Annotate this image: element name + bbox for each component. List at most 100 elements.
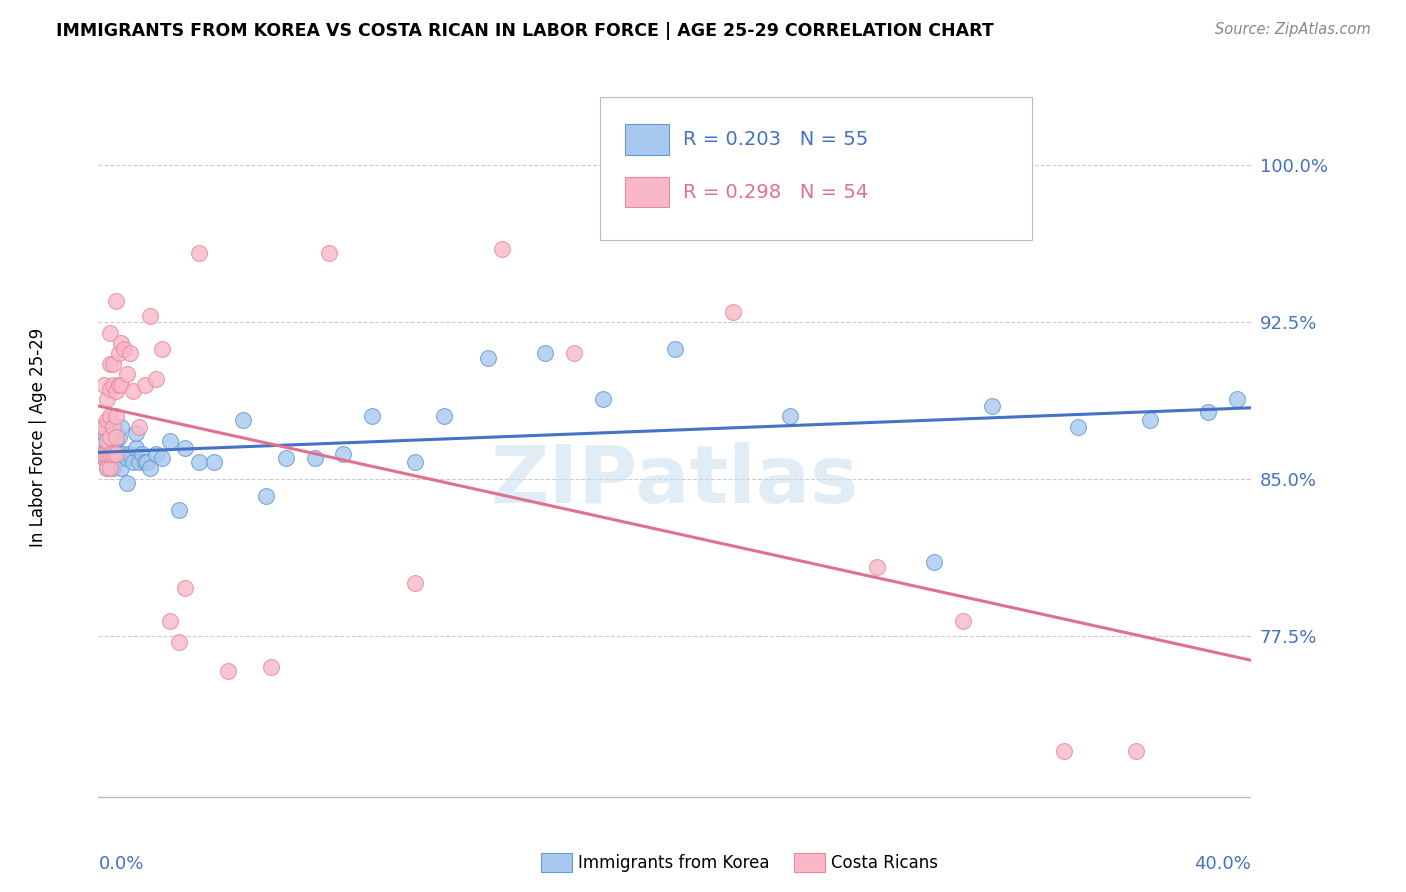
Point	[110, 447, 132, 461]
Point	[981, 399, 1004, 413]
Point	[122, 455, 145, 469]
Bar	[626, 124, 669, 154]
Point	[112, 343, 135, 357]
Point	[98, 447, 121, 461]
Point	[96, 461, 118, 475]
Point	[332, 447, 354, 461]
Text: 0.0%: 0.0%	[98, 855, 143, 873]
Point	[128, 455, 150, 469]
Text: Immigrants from Korea: Immigrants from Korea	[578, 854, 769, 871]
Point	[96, 461, 118, 475]
Point	[93, 419, 115, 434]
Point	[104, 434, 127, 449]
Point	[117, 476, 139, 491]
Point	[104, 294, 127, 309]
Point	[592, 392, 614, 407]
Point	[101, 461, 124, 475]
Point	[112, 447, 135, 461]
Point	[104, 409, 127, 424]
Point	[117, 450, 139, 465]
Point	[110, 461, 132, 475]
Point	[98, 357, 121, 371]
Point	[231, 413, 254, 427]
Point	[125, 441, 148, 455]
Point	[93, 450, 115, 465]
Point	[952, 614, 974, 628]
Point	[117, 368, 139, 382]
Text: 40.0%: 40.0%	[1195, 855, 1251, 873]
Point	[98, 409, 121, 424]
Point	[90, 447, 112, 461]
Point	[107, 377, 129, 392]
Point	[304, 450, 326, 465]
Text: Source: ZipAtlas.com: Source: ZipAtlas.com	[1215, 22, 1371, 37]
Point	[93, 425, 115, 440]
Point	[104, 455, 127, 469]
Point	[96, 434, 118, 449]
Point	[96, 441, 118, 455]
Point	[136, 455, 159, 469]
Point	[274, 450, 297, 465]
Point	[120, 346, 142, 360]
Point	[361, 409, 384, 424]
Point	[96, 419, 118, 434]
Point	[174, 441, 197, 455]
Point	[104, 447, 127, 461]
Point	[491, 242, 513, 256]
Point	[101, 357, 124, 371]
Point	[1139, 413, 1161, 427]
Point	[98, 413, 121, 427]
Point	[104, 430, 127, 444]
Text: Costa Ricans: Costa Ricans	[831, 854, 938, 871]
Point	[110, 419, 132, 434]
Point	[664, 343, 686, 357]
Point	[98, 430, 121, 444]
Point	[139, 309, 162, 323]
Point	[217, 664, 239, 678]
Point	[90, 438, 112, 452]
Point	[107, 346, 129, 360]
Point	[159, 434, 181, 449]
Point	[174, 581, 197, 595]
Point	[1053, 743, 1076, 757]
Point	[922, 556, 945, 570]
Point	[188, 455, 211, 469]
Text: R = 0.203   N = 55: R = 0.203 N = 55	[683, 130, 868, 149]
Point	[254, 489, 277, 503]
Point	[477, 351, 499, 365]
Point	[405, 455, 427, 469]
Point	[260, 660, 283, 674]
Point	[110, 336, 132, 351]
FancyBboxPatch shape	[600, 97, 1032, 240]
Text: In Labor Force | Age 25-29: In Labor Force | Age 25-29	[30, 327, 48, 547]
Point	[98, 447, 121, 461]
Point	[96, 447, 118, 461]
Point	[96, 413, 118, 427]
Point	[779, 409, 801, 424]
Point	[405, 576, 427, 591]
Text: R = 0.298   N = 54: R = 0.298 N = 54	[683, 183, 868, 202]
Point	[93, 447, 115, 461]
Point	[145, 371, 167, 385]
Point	[125, 425, 148, 440]
Point	[98, 326, 121, 340]
Point	[1125, 743, 1147, 757]
Point	[104, 384, 127, 398]
Point	[120, 447, 142, 461]
Point	[167, 635, 190, 649]
Point	[93, 377, 115, 392]
Point	[101, 430, 124, 444]
Point	[134, 455, 156, 469]
Point	[1226, 392, 1249, 407]
Point	[145, 447, 167, 461]
Point	[534, 346, 557, 360]
Point	[159, 614, 181, 628]
Point	[139, 461, 162, 475]
Point	[96, 392, 118, 407]
Point	[318, 246, 340, 260]
Point	[101, 419, 124, 434]
Point	[134, 377, 156, 392]
Text: IMMIGRANTS FROM KOREA VS COSTA RICAN IN LABOR FORCE | AGE 25-29 CORRELATION CHAR: IMMIGRANTS FROM KOREA VS COSTA RICAN IN …	[56, 22, 994, 40]
Point	[202, 455, 225, 469]
Point	[107, 430, 129, 444]
